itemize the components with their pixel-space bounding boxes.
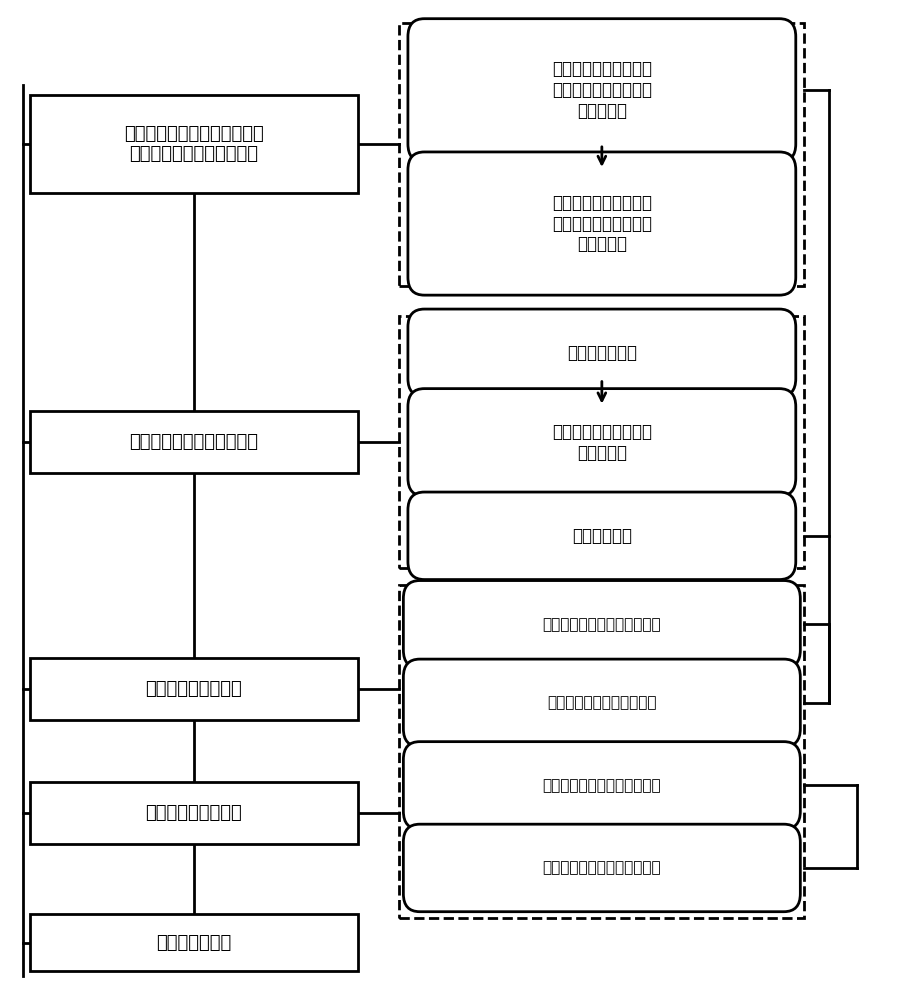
FancyBboxPatch shape — [408, 389, 796, 496]
FancyBboxPatch shape — [403, 659, 801, 747]
FancyBboxPatch shape — [403, 742, 801, 829]
Text: 空气舵性能试验方案: 空气舵性能试验方案 — [146, 680, 243, 698]
FancyBboxPatch shape — [30, 658, 358, 720]
FancyBboxPatch shape — [408, 492, 796, 580]
FancyBboxPatch shape — [30, 411, 358, 473]
FancyBboxPatch shape — [398, 23, 804, 286]
FancyBboxPatch shape — [30, 782, 358, 844]
Text: 分析各零部件的应力、
应变、变形: 分析各零部件的应力、 应变、变形 — [551, 423, 652, 462]
Text: 空气舵传动机构静刚度测试: 空气舵传动机构静刚度测试 — [547, 695, 657, 710]
FancyBboxPatch shape — [30, 95, 358, 193]
FancyBboxPatch shape — [403, 824, 801, 912]
Text: 有限元模型建立: 有限元模型建立 — [567, 344, 637, 362]
Text: 建立空气舵系统有限元模型: 建立空气舵系统有限元模型 — [129, 433, 258, 451]
Text: 空气舵传动机构传递函数测试: 空气舵传动机构传递函数测试 — [542, 778, 661, 793]
Text: 空气舵性能评价: 空气舵性能评价 — [157, 934, 232, 952]
Text: 建立空气舵全舵偏角范
围内的动刚度（扭振频
率）表达式: 建立空气舵全舵偏角范 围内的动刚度（扭振频 率）表达式 — [551, 194, 652, 253]
FancyBboxPatch shape — [398, 585, 804, 918]
FancyBboxPatch shape — [403, 581, 801, 668]
FancyBboxPatch shape — [408, 309, 796, 397]
Text: 建立空气舵系统等效到
舵机作动杆轴线上的线
刚度表达式: 建立空气舵系统等效到 舵机作动杆轴线上的线 刚度表达式 — [551, 60, 652, 120]
Text: 空气舵传动机构摩擦性能测试: 空气舵传动机构摩擦性能测试 — [542, 860, 661, 875]
FancyBboxPatch shape — [30, 914, 358, 971]
FancyBboxPatch shape — [398, 316, 804, 568]
Text: 建立空气舵系统静刚度、动刚
度（扭振频率）解析表达式: 建立空气舵系统静刚度、动刚 度（扭振频率）解析表达式 — [124, 125, 264, 163]
FancyBboxPatch shape — [408, 152, 796, 295]
Text: 基础刚度计算: 基础刚度计算 — [572, 527, 632, 545]
FancyBboxPatch shape — [408, 19, 796, 162]
Text: 空气舵试验装置方案: 空气舵试验装置方案 — [146, 804, 243, 822]
Text: 空气舵传动机构承载能力测试: 空气舵传动机构承载能力测试 — [542, 617, 661, 632]
